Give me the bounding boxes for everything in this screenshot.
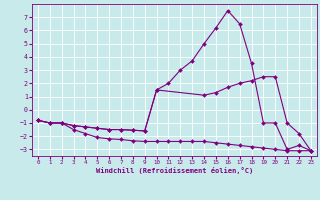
- X-axis label: Windchill (Refroidissement éolien,°C): Windchill (Refroidissement éolien,°C): [96, 167, 253, 174]
